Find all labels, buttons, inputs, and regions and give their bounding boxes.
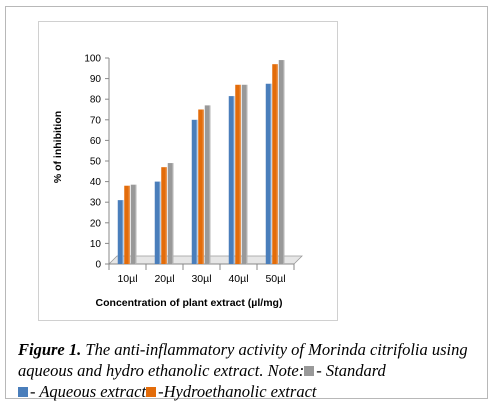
y-tick-label: 50 bbox=[90, 157, 102, 168]
caption-text-1: The anti-inflammatory activity of bbox=[81, 340, 309, 359]
bar-shade bbox=[128, 185, 130, 264]
y-tick-label: 40 bbox=[90, 177, 102, 188]
x-tick-label: 50µl bbox=[265, 273, 285, 285]
x-axis-title: Concentration of plant extract (µl/mg) bbox=[96, 297, 283, 309]
y-tick-label: 80 bbox=[90, 95, 102, 106]
bar bbox=[154, 181, 161, 264]
bar bbox=[124, 185, 130, 264]
bars bbox=[117, 60, 285, 265]
bar bbox=[191, 119, 198, 264]
y-axis-title: % of inhibition bbox=[52, 111, 64, 183]
bar bbox=[167, 163, 174, 264]
y-tick-label: 20 bbox=[90, 218, 102, 229]
bar bbox=[204, 105, 211, 264]
hydroethanolic-legend-label: -Hydroethanolic extract bbox=[158, 382, 317, 401]
bar-shade bbox=[246, 84, 248, 264]
caption-text-2: using aqueous and hydro ethanolic extrac… bbox=[18, 340, 468, 380]
bar-chart: 0 10 20 30 40 50 60 70 80 90 100 10µl 20µl 30µl 40µl 50… bbox=[52, 54, 303, 309]
bar bbox=[265, 83, 272, 264]
bar-shade bbox=[196, 119, 198, 264]
bar bbox=[228, 96, 235, 264]
bar-shade bbox=[159, 181, 161, 264]
hydroethanolic-swatch bbox=[146, 387, 157, 397]
axis-labels: % of inhibition Concentration of plant e… bbox=[52, 111, 282, 309]
bar bbox=[235, 84, 241, 264]
bar bbox=[272, 64, 278, 265]
y-tick-label: 60 bbox=[90, 136, 102, 147]
bar bbox=[241, 84, 248, 264]
bar bbox=[278, 60, 285, 265]
bar bbox=[198, 109, 204, 264]
aqueous-legend-label: - Aqueous extract bbox=[30, 382, 147, 401]
y-tick-label: 100 bbox=[84, 54, 101, 65]
bar-shade bbox=[233, 96, 235, 264]
bar bbox=[117, 200, 124, 264]
caption-species: Morinda citrifolia bbox=[308, 340, 428, 359]
bar-shade bbox=[202, 109, 204, 264]
x-tick-label: 10µl bbox=[117, 273, 137, 285]
y-tick-label: 70 bbox=[90, 115, 102, 126]
bar-shade bbox=[165, 167, 167, 264]
y-tick-label: 30 bbox=[90, 198, 102, 209]
bar bbox=[130, 184, 137, 264]
standard-legend-label: - Standard bbox=[316, 361, 386, 380]
figure-frame: 0 10 20 30 40 50 60 70 80 90 100 10µl 20µl 30µl 40µl 50… bbox=[5, 6, 488, 402]
figure-caption: Figure 1. The anti-inflammatory activity… bbox=[18, 339, 488, 402]
standard-swatch bbox=[304, 366, 315, 376]
bar-shade bbox=[209, 105, 211, 264]
chart-area: 0 10 20 30 40 50 60 70 80 90 100 10µl 20µl 30µl 40µl 50… bbox=[38, 21, 338, 321]
y-tick-label: 0 bbox=[95, 260, 101, 271]
bar bbox=[161, 167, 167, 264]
y-tick-label: 90 bbox=[90, 74, 102, 85]
bar-shade bbox=[239, 84, 241, 264]
y-tick-label: 10 bbox=[90, 239, 102, 250]
bar-shade bbox=[283, 60, 285, 265]
x-tick-label: 20µl bbox=[154, 273, 174, 285]
x-tick-label: 30µl bbox=[191, 273, 211, 285]
aqueous-swatch bbox=[18, 387, 28, 397]
bar-shade bbox=[270, 83, 272, 264]
bar-shade bbox=[135, 184, 137, 264]
bar-shade bbox=[122, 200, 124, 264]
figure-label: Figure 1. bbox=[18, 340, 82, 359]
bar-shade bbox=[172, 163, 174, 264]
x-tick-label: 40µl bbox=[228, 273, 248, 285]
bar-shade bbox=[276, 64, 278, 265]
